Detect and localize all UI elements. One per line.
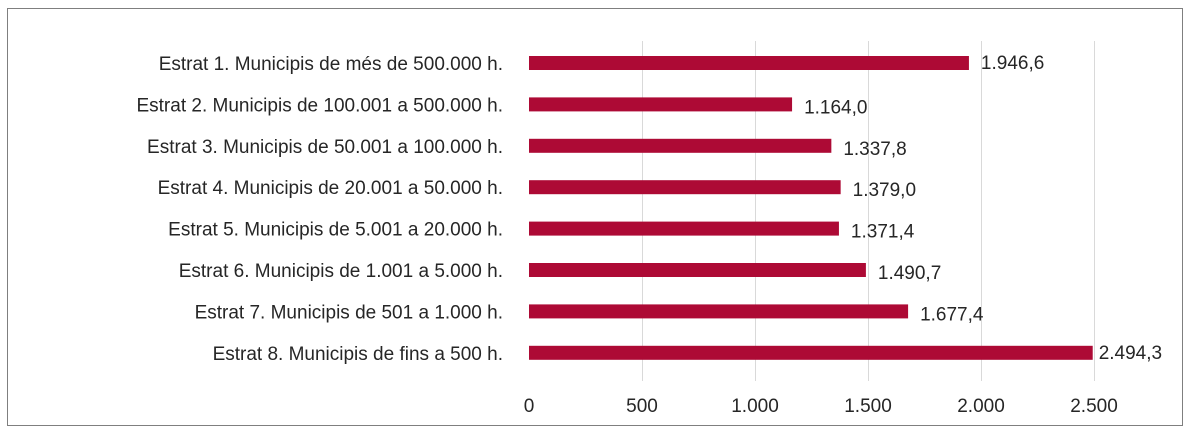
data-label: 1.677,4	[920, 304, 984, 325]
bar	[529, 304, 909, 319]
data-label: 1.490,7	[878, 263, 941, 284]
x-axis-tick-labels: 0 500 1.000 1.500 2.000 2.500	[524, 396, 1118, 417]
category-label: Estrat 8. Municipis de fins a 500 h.	[213, 344, 503, 365]
category-label: Estrat 3. Municipis de 50.001 a 100.000 …	[147, 137, 503, 158]
category-label: Estrat 1. Municipis de més de 500.000 h.	[159, 54, 503, 75]
data-label: 1.946,6	[981, 53, 1044, 74]
category-label: Estrat 6. Municipis de 1.001 a 5.000 h.	[179, 261, 503, 282]
category-labels: Estrat 1. Municipis de més de 500.000 h.…	[136, 54, 503, 365]
category-label: Estrat 2. Municipis de 100.001 a 500.000…	[136, 95, 503, 116]
bar	[529, 263, 866, 277]
category-label: Estrat 7. Municipis de 501 a 1.000 h.	[195, 302, 503, 323]
bar	[529, 345, 1093, 360]
x-tick-label: 2.000	[957, 396, 1005, 417]
x-tick-label: 1.500	[844, 396, 892, 417]
x-tick-label: 500	[626, 396, 658, 417]
x-tick-label: 2.500	[1070, 396, 1118, 417]
x-tick-label: 1.000	[731, 396, 779, 417]
data-label: 2.494,3	[1099, 343, 1162, 364]
data-label: 1.337,8	[843, 139, 906, 160]
bar	[529, 221, 839, 236]
data-label: 1.164,0	[804, 97, 867, 118]
bar	[529, 138, 832, 153]
category-label: Estrat 4. Municipis de 20.001 a 50.000 h…	[158, 178, 503, 199]
bar	[529, 56, 969, 70]
data-label: 1.371,4	[851, 222, 915, 243]
x-tick-label: 0	[524, 396, 535, 417]
bar	[529, 97, 793, 112]
chart-frame: Estrat 1. Municipis de més de 500.000 h.…	[7, 8, 1183, 426]
category-label: Estrat 5. Municipis de 5.001 a 20.000 h.	[168, 220, 503, 241]
bars	[529, 56, 1093, 360]
gridlines	[642, 41, 1095, 381]
data-label: 1.379,0	[853, 180, 916, 201]
bar	[529, 180, 841, 195]
value-labels: 1.946,6 1.164,0 1.337,8 1.379,0 1.371,4 1.490…	[804, 53, 1162, 364]
bar-chart: Estrat 1. Municipis de més de 500.000 h.…	[136, 41, 1162, 417]
